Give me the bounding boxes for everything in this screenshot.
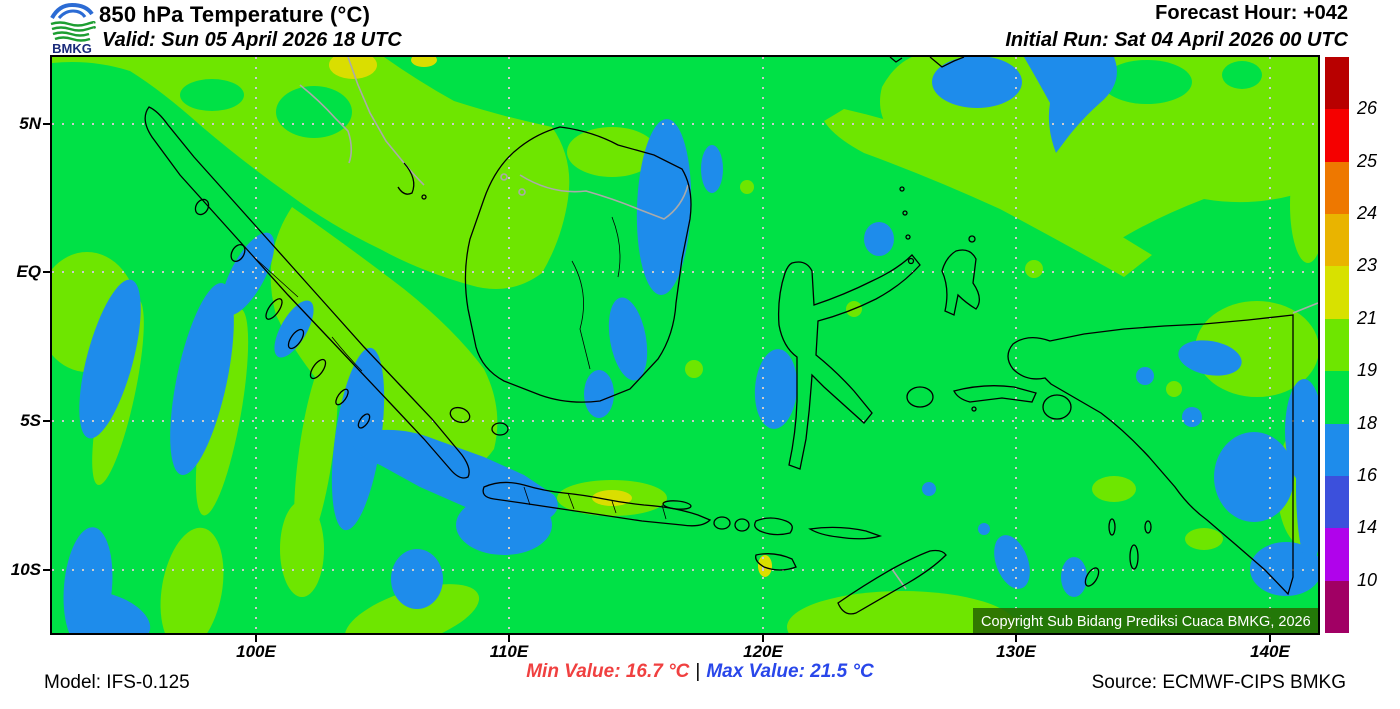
logo-cloud-icon (50, 2, 94, 20)
initial-run: Initial Run: Sat 04 April 2026 00 UTC (1005, 29, 1348, 51)
logo-waves-icon (50, 21, 96, 42)
colorbar-label: 24 (1357, 203, 1378, 224)
lat-tick (43, 569, 51, 571)
temperature-colorbar (1325, 57, 1349, 633)
logo-text: BMKG (52, 41, 92, 55)
temperature-map: Copyright Sub Bidang Prediksi Cuaca BMKG… (50, 55, 1320, 635)
bmkg-logo: BMKG (50, 2, 96, 55)
lon-tick (762, 635, 764, 642)
colorbar-label: 10 (1357, 569, 1378, 590)
lat-tick (43, 123, 51, 125)
lat-tick-label: 5S (20, 411, 41, 430)
graticule (52, 57, 1318, 633)
temp-fill-16-18 (63, 57, 1318, 633)
colorbar-segment (1325, 266, 1349, 319)
lon-tick (255, 635, 257, 642)
colorbar-segment (1325, 161, 1349, 215)
source-label: Source: ECMWF-CIPS BMKG (1091, 672, 1346, 693)
lon-tick-label: 100E (236, 642, 276, 661)
copyright-text: Copyright Sub Bidang Prediksi Cuaca BMKG… (981, 614, 1311, 630)
colorbar-label: 23 (1357, 255, 1378, 276)
lon-tick-label: 140E (1250, 642, 1290, 661)
colorbar-segment (1325, 371, 1349, 424)
lon-tick (1015, 635, 1017, 642)
lon-tick-label: 130E (996, 642, 1036, 661)
lon-tick (508, 635, 510, 642)
colorbar-segment (1325, 580, 1349, 633)
colorbar-segment (1325, 214, 1349, 267)
colorbar-label: 16 (1357, 464, 1378, 485)
map-svg: Copyright Sub Bidang Prediksi Cuaca BMKG… (52, 57, 1318, 633)
colorbar-segment (1325, 423, 1349, 476)
max-value: Max Value: 21.5 °C (706, 661, 874, 682)
copyright-overlay: Copyright Sub Bidang Prediksi Cuaca BMKG… (973, 608, 1318, 633)
page-title: 850 hPa Temperature (°C) (99, 2, 371, 27)
lat-tick-label: EQ (16, 262, 41, 281)
lat-tick-label: 5N (19, 114, 41, 133)
colorbar-segment (1325, 528, 1349, 581)
colorbar-segment (1325, 57, 1349, 110)
lat-tick-label: 10S (10, 560, 41, 579)
model-label: Model: IFS-0.125 (44, 672, 190, 693)
colorbar-label: 25 (1357, 150, 1378, 171)
lon-tick (1269, 635, 1271, 642)
min-value: Min Value: 16.7 °C (526, 661, 690, 682)
forecast-hour: Forecast Hour: +042 (1155, 2, 1348, 24)
temp-fill-19-21 (52, 57, 1318, 633)
colorbar-label: 14 (1357, 517, 1378, 538)
valid-datetime: Valid: Sun 05 April 2026 18 UTC (102, 29, 402, 51)
province-borders (255, 216, 667, 520)
lon-tick-label: 110E (489, 642, 529, 661)
coastlines (144, 57, 1294, 615)
value-separator: | (695, 661, 701, 682)
lon-tick-label: 120E (743, 642, 783, 661)
lat-tick (43, 271, 51, 273)
colorbar-label: 18 (1357, 412, 1378, 433)
lat-tick (43, 420, 51, 422)
colorbar-segment (1325, 109, 1349, 162)
minmax-row: Min Value: 16.7 °C | Max Value: 21.5 °C (0, 661, 1400, 683)
colorbar-label: 19 (1357, 360, 1378, 381)
colorbar-label: 21 (1357, 307, 1378, 328)
colorbar-segment (1325, 475, 1349, 529)
colorbar-segment (1325, 318, 1349, 372)
colorbar-label: 26 (1357, 98, 1378, 119)
